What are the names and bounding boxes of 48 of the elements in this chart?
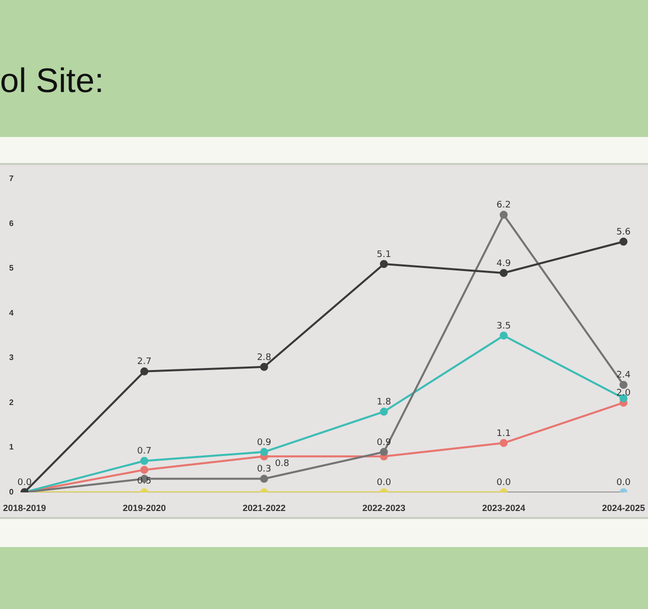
x-tick-label: 2024-2025 [602, 503, 646, 514]
y-tick-label: 7 [9, 174, 14, 184]
y-tick-label: 4 [9, 308, 14, 318]
data-label: 0.0 [496, 478, 512, 488]
data-label: 6.2 [496, 200, 511, 211]
x-tick-label: 2023-2024 [482, 503, 526, 514]
point [260, 474, 268, 483]
y-tick-label: 6 [9, 218, 14, 228]
x-tick-label: 2019-2020 [122, 503, 166, 514]
data-label: 4.9 [496, 258, 512, 269]
data-label: 0.0 [616, 478, 631, 488]
data-label: 0.0 [17, 478, 32, 488]
point [500, 438, 508, 447]
point [260, 362, 268, 371]
data-label: 5.6 [616, 227, 631, 238]
data-label: 5.1 [376, 250, 392, 260]
point [619, 380, 628, 389]
point [140, 367, 148, 376]
data-label: 1.1 [496, 428, 511, 439]
x-tick-label: 2021-2022 [242, 503, 286, 514]
point [380, 448, 388, 456]
y-tick-label: 1 [9, 442, 14, 452]
data-label: 2.7 [137, 357, 152, 368]
point [500, 210, 508, 219]
y-tick-label: 2 [9, 398, 14, 407]
data-label: 0.9 [256, 438, 272, 448]
data-label: 2.8 [256, 352, 272, 363]
y-tick-label: 5 [9, 264, 14, 273]
data-label: 3.5 [496, 321, 511, 332]
data-label: 2.4 [616, 370, 631, 381]
y-tick-label: 0 [9, 487, 14, 496]
x-tick-label: 2018-2019 [2, 503, 46, 514]
point [260, 448, 268, 456]
data-label: 0.3 [256, 464, 272, 475]
data-label: 1.8 [376, 398, 392, 408]
data-label: 0.0 [376, 478, 392, 488]
point [500, 268, 508, 277]
point [380, 260, 388, 268]
point [619, 238, 628, 246]
point [380, 408, 388, 416]
y-tick-label: 3 [9, 353, 14, 362]
x-tick-label: 2022-2023 [362, 503, 406, 514]
point [140, 466, 148, 474]
data-label: 0.7 [137, 446, 152, 457]
chart-title: ol Site: [0, 62, 104, 101]
point [140, 456, 148, 465]
data-label: 0.8 [274, 459, 290, 470]
point [500, 332, 508, 340]
